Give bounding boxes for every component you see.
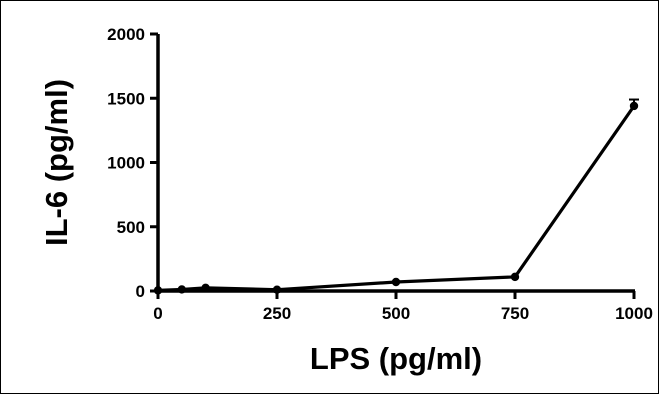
y-axis-title: IL-6 (pg/ml) xyxy=(39,79,74,246)
x-tick-label: 1000 xyxy=(615,304,653,323)
data-point xyxy=(153,286,163,295)
y-tick-label: 1500 xyxy=(107,89,145,108)
x-tick-label: 250 xyxy=(263,304,291,323)
data-point xyxy=(629,101,639,111)
data-point xyxy=(272,285,282,294)
y-tick-label: 0 xyxy=(136,282,145,301)
data-point xyxy=(177,285,186,294)
y-tick-label: 500 xyxy=(117,218,145,237)
series-layer xyxy=(153,98,639,295)
y-tick-label: 2000 xyxy=(107,25,145,44)
data-point xyxy=(391,277,401,287)
x-axis-title: LPS (pg/ml) xyxy=(310,341,482,376)
axes xyxy=(156,34,635,293)
x-tick-label: 0 xyxy=(153,304,162,323)
x-ticks: 0 250 500 750 1000 xyxy=(153,291,653,323)
y-tick-label: 1000 xyxy=(107,154,145,173)
y-ticks: 0 500 1000 1500 2000 xyxy=(107,25,158,301)
x-tick-label: 500 xyxy=(382,304,410,323)
data-point xyxy=(510,272,520,282)
data-point xyxy=(201,283,210,292)
series-line xyxy=(157,105,636,292)
x-tick-label: 750 xyxy=(501,304,529,323)
